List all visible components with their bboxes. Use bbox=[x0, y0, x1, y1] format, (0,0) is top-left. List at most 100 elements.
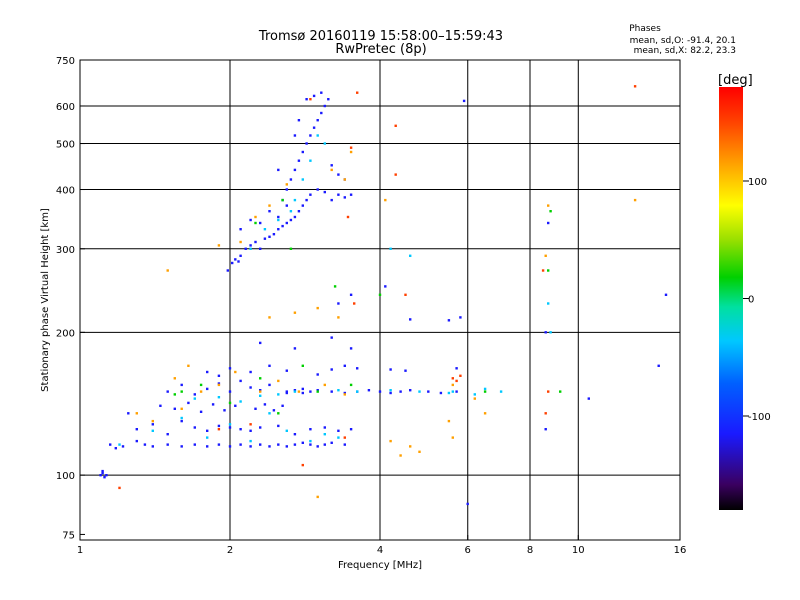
data-point bbox=[259, 377, 262, 380]
data-point bbox=[166, 433, 169, 436]
data-point bbox=[114, 447, 117, 450]
data-point bbox=[187, 401, 190, 405]
data-point bbox=[228, 390, 232, 393]
data-point bbox=[549, 210, 552, 213]
data-points bbox=[99, 85, 668, 506]
data-point bbox=[320, 111, 323, 115]
data-point bbox=[418, 390, 421, 393]
data-point bbox=[277, 424, 280, 428]
data-point bbox=[217, 424, 221, 428]
data-point bbox=[259, 390, 262, 393]
data-point bbox=[239, 240, 242, 244]
data-point bbox=[327, 98, 330, 101]
data-point bbox=[316, 306, 319, 310]
data-point bbox=[239, 254, 242, 257]
data-point bbox=[301, 391, 304, 395]
x-tick-label: 1 bbox=[77, 545, 83, 556]
data-point bbox=[289, 178, 293, 181]
data-point bbox=[356, 367, 359, 370]
data-point bbox=[249, 386, 252, 389]
data-point bbox=[254, 215, 257, 219]
data-point bbox=[399, 390, 402, 393]
data-point bbox=[259, 426, 262, 429]
data-point bbox=[451, 377, 454, 380]
data-point bbox=[206, 436, 209, 439]
data-point bbox=[409, 318, 412, 321]
data-point bbox=[105, 474, 108, 477]
grid-lines bbox=[80, 60, 680, 540]
data-point bbox=[249, 218, 252, 222]
data-point bbox=[301, 150, 304, 154]
data-point bbox=[455, 390, 458, 393]
data-point bbox=[451, 390, 454, 393]
data-point bbox=[217, 428, 221, 431]
data-point bbox=[356, 390, 359, 393]
data-point bbox=[544, 412, 547, 415]
data-point bbox=[499, 390, 503, 393]
data-point bbox=[473, 397, 476, 400]
data-point bbox=[101, 469, 104, 473]
data-point bbox=[330, 390, 333, 393]
data-point bbox=[409, 445, 412, 448]
data-point bbox=[323, 426, 326, 429]
data-point bbox=[259, 247, 262, 250]
data-point bbox=[316, 445, 319, 448]
data-point bbox=[234, 258, 237, 261]
data-point bbox=[473, 393, 476, 396]
x-tick-labels: 1 2 4 6 8 10 16 bbox=[77, 545, 687, 556]
data-point bbox=[285, 188, 288, 191]
data-point bbox=[293, 215, 297, 219]
data-point bbox=[330, 198, 333, 202]
data-point bbox=[127, 412, 130, 415]
data-point bbox=[217, 382, 221, 385]
data-point bbox=[166, 390, 169, 393]
data-point bbox=[254, 221, 257, 225]
data-point bbox=[330, 368, 333, 371]
data-point bbox=[135, 428, 138, 431]
data-point bbox=[193, 397, 196, 400]
data-point bbox=[320, 91, 323, 94]
data-point bbox=[263, 237, 267, 240]
x-tick-label: 8 bbox=[527, 545, 533, 556]
data-point bbox=[409, 389, 412, 392]
data-point bbox=[389, 391, 392, 395]
data-point bbox=[268, 316, 271, 319]
data-point bbox=[399, 454, 402, 457]
data-point bbox=[356, 91, 359, 94]
data-point bbox=[343, 364, 346, 367]
data-point bbox=[143, 443, 147, 446]
data-point bbox=[109, 443, 112, 446]
x-tick-label: 16 bbox=[674, 545, 687, 556]
x-tick-label: 4 bbox=[377, 545, 383, 556]
data-point bbox=[455, 379, 458, 383]
data-point bbox=[547, 204, 550, 207]
data-point bbox=[228, 445, 232, 448]
data-point bbox=[249, 423, 252, 426]
data-point bbox=[293, 433, 297, 436]
data-point bbox=[277, 393, 280, 396]
data-point bbox=[226, 269, 229, 272]
data-point bbox=[293, 389, 297, 392]
y-axis-label: Stationary phase Virtual Height [km] bbox=[40, 208, 51, 392]
data-point bbox=[239, 400, 242, 403]
data-point bbox=[277, 412, 280, 415]
data-point bbox=[249, 247, 252, 250]
data-point bbox=[166, 269, 169, 272]
data-point bbox=[234, 404, 237, 407]
data-point bbox=[451, 383, 454, 387]
data-point bbox=[549, 331, 552, 334]
data-point bbox=[199, 390, 203, 393]
data-point bbox=[285, 221, 288, 225]
data-point bbox=[547, 302, 550, 305]
data-point bbox=[301, 204, 304, 207]
data-point bbox=[459, 374, 462, 377]
data-point bbox=[180, 419, 183, 423]
data-point bbox=[180, 390, 183, 393]
data-point bbox=[118, 486, 121, 490]
data-point bbox=[285, 390, 288, 393]
data-point bbox=[343, 393, 346, 396]
data-point bbox=[217, 443, 221, 446]
data-point bbox=[277, 379, 280, 383]
data-point bbox=[268, 235, 271, 238]
data-point bbox=[237, 260, 240, 263]
